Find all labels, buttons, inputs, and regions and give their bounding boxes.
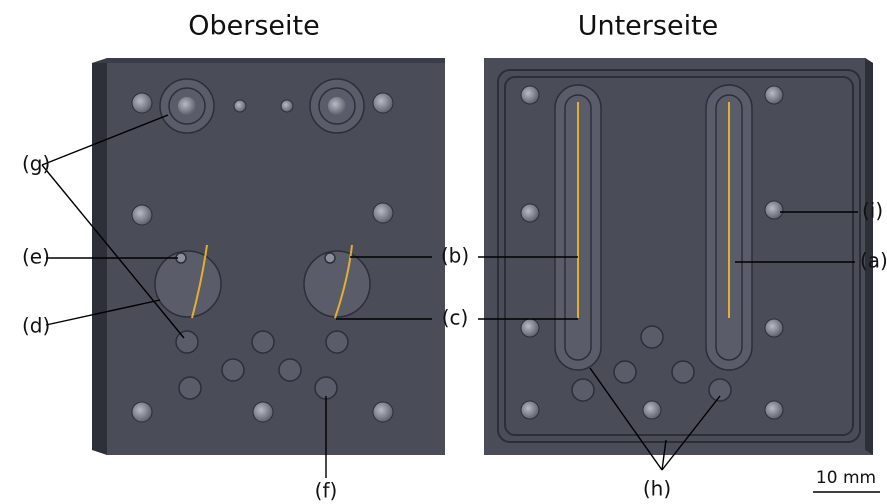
label-i: (i) (862, 199, 883, 223)
figure: Oberseite Unterseite (0, 0, 887, 504)
label-a: (a) (860, 249, 887, 273)
label-b: (b) (441, 244, 469, 268)
label-g: (g) (22, 152, 50, 176)
label-e: (e) (22, 245, 50, 269)
title-top: Oberseite (188, 11, 319, 42)
label-h: (h) (643, 477, 671, 501)
label-c: (c) (442, 306, 469, 330)
scale-bar-label: 10 mm (816, 468, 876, 488)
label-d: (d) (22, 314, 50, 338)
label-f: (f) (315, 479, 338, 503)
title-bottom: Unterseite (578, 11, 719, 42)
